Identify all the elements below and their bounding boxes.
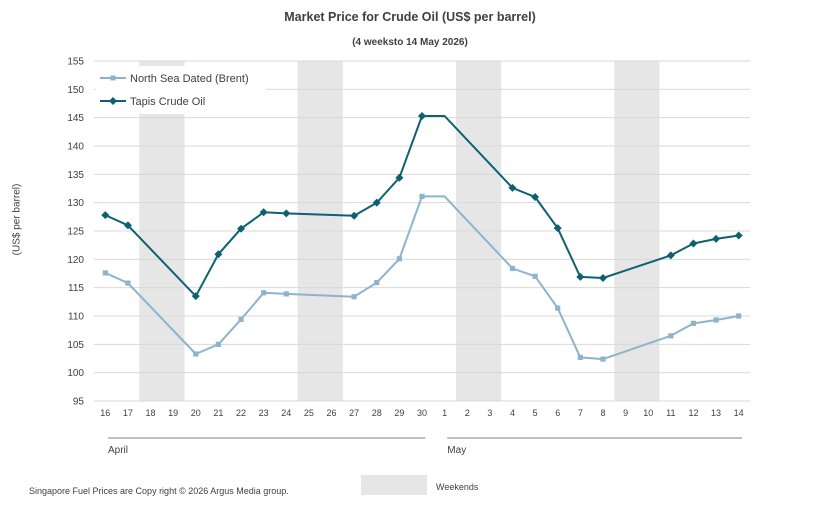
legend-marker-tapis [109,97,117,105]
y-tick-label-95: 95 [73,397,85,408]
x-tick-label-18: 3 [487,408,492,418]
x-tick-label-15: 30 [417,408,427,418]
weekend-legend-label: Weekends [436,482,479,492]
brent-point-27 [351,294,357,300]
x-tick-label-14: 29 [394,408,404,418]
tapis-point-30 [418,111,426,120]
x-tick-label-21: 6 [555,408,560,418]
x-tick-label-13: 28 [372,408,382,418]
weekend-legend-swatch [361,475,427,495]
legend-label-2: Tapis Crude Oil [130,96,205,108]
y-tick-label-120: 120 [67,255,84,266]
x-tick-label-19: 4 [510,408,515,418]
x-tick-label-8: 23 [259,408,269,418]
y-tick-label-105: 105 [67,340,84,351]
chart-subtitle: (4 weeksto 14 May 2026) [352,37,468,48]
x-tick-label-20: 5 [533,408,538,418]
x-tick-label-9: 24 [281,408,291,418]
tapis-point-16 [101,211,110,220]
x-tick-label-17: 2 [465,408,470,418]
tapis-point-29 [395,173,404,182]
x-tick-label-3: 18 [146,408,156,418]
x-tick-label-25: 10 [643,408,653,418]
legend-box [96,66,266,114]
x-tick-label-28: 13 [711,408,721,418]
brent-point-30 [419,193,425,200]
x-tick-label-6: 21 [213,408,223,418]
y-tick-label-135: 135 [67,170,84,181]
y-tick-label-150: 150 [67,85,84,96]
brent-point-11 [668,333,674,339]
brent-point-7 [577,354,583,360]
y-tick-label-115: 115 [68,283,84,294]
tapis-point-4 [508,183,517,192]
brent-point-21 [215,341,222,347]
x-tick-label-27: 12 [688,408,698,418]
x-tick-label-2: 17 [123,408,133,418]
tapis-point-20 [191,292,200,301]
brent-point-22 [238,316,244,322]
x-tick-label-16: 1 [442,408,447,418]
x-tick-label-22: 7 [578,408,583,418]
brent-point-12 [690,320,697,326]
brent-point-13 [713,317,719,323]
y-tick-label-130: 130 [67,198,84,209]
month-label-april: April [108,445,128,456]
tapis-point-27 [350,211,359,220]
x-tick-label-29: 14 [734,408,744,418]
brent-point-5 [532,273,538,279]
y-tick-label-140: 140 [67,142,84,153]
y-tick-label-100: 100 [67,368,84,379]
brent-point-16 [102,270,108,276]
tapis-point-14 [734,231,743,240]
tapis-point-13 [712,234,721,243]
brent-point-23 [261,290,267,296]
tapis-point-17 [123,221,132,230]
tapis-point-11 [666,251,675,260]
chart-title: Market Price for Crude Oil (US$ per barr… [284,10,536,24]
tapis-point-7 [576,272,585,281]
brent-point-6 [555,305,561,311]
tapis-point-22 [237,224,246,233]
tapis-point-12 [689,239,698,248]
x-tick-label-4: 19 [168,408,178,418]
brent-point-17 [125,280,131,286]
tapis-point-5 [531,193,540,201]
tapis-point-6 [553,224,562,233]
tapis-point-24 [282,209,291,218]
x-tick-label-10: 25 [304,408,314,418]
x-tick-label-12: 27 [349,408,359,418]
legend-marker-brent [110,75,116,81]
y-tick-label-125: 125 [67,227,84,238]
y-tick-label-110: 110 [68,312,84,323]
brent-point-20 [193,351,199,357]
x-tick-label-7: 22 [236,408,246,418]
x-tick-label-23: 8 [600,408,605,418]
legend-label-1: North Sea Dated (Brent) [130,73,249,85]
tapis-point-28 [372,198,381,207]
x-tick-label-24: 9 [623,408,628,418]
brent-point-29 [396,256,402,262]
brent-point-24 [283,291,289,297]
brent-point-28 [374,279,380,286]
month-label-may: May [447,445,466,456]
y-tick-label-145: 145 [67,113,84,124]
brent-point-14 [736,313,742,319]
tapis-point-8 [598,274,607,283]
x-tick-label-26: 11 [666,408,675,418]
tapis-point-23 [259,208,268,217]
y-tick-label-155: 155 [67,57,84,68]
brent-point-4 [509,265,516,271]
x-tick-label-11: 26 [327,408,337,418]
tapis-point-21 [214,250,223,259]
x-tick-label-5: 20 [191,408,201,418]
x-tick-label-1: 16 [100,408,110,418]
brent-point-8 [600,356,606,362]
copyright-footer: Singapore Fuel Prices are Copy right © 2… [29,486,289,496]
